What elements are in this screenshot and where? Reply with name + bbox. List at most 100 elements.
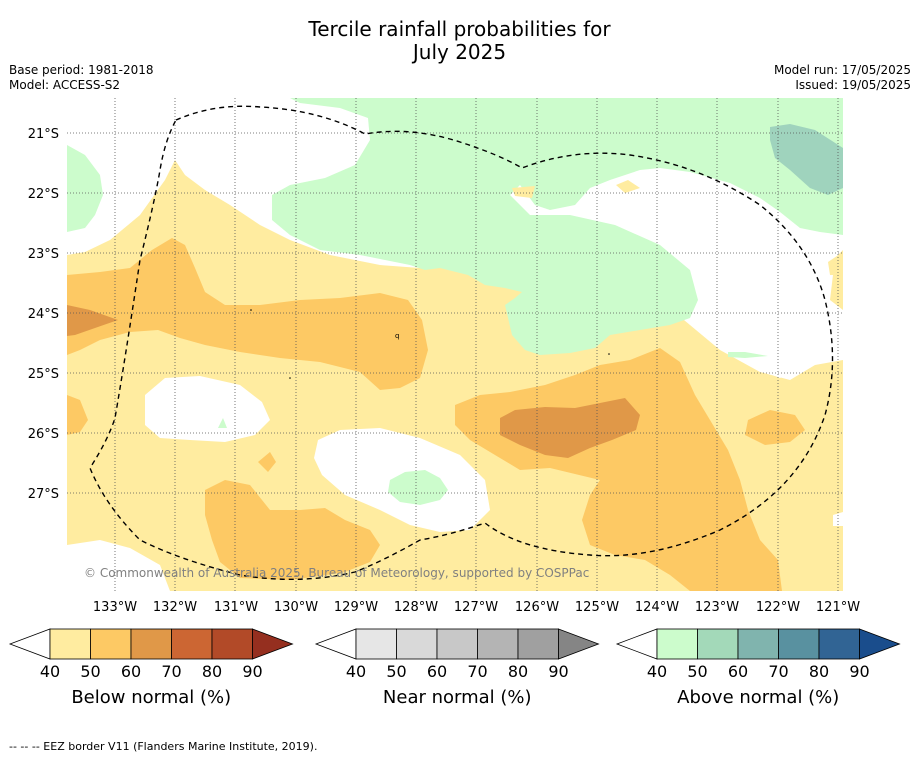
- field-above-40-spot-b: [728, 352, 768, 358]
- colorbar-extend-high: [252, 628, 294, 660]
- map-title: Tercile rainfall probabilities for July …: [0, 18, 919, 64]
- field-below-40-island-c: [828, 252, 843, 275]
- colorbar-segment: [211, 628, 253, 660]
- field-below-40-island-b: [616, 180, 640, 193]
- field-white-west: [145, 376, 270, 442]
- colorbar-tick-label: 70: [768, 662, 788, 681]
- colorbar-tick-label: 70: [467, 662, 487, 681]
- lon-label: 132°W: [153, 600, 197, 615]
- colorbar-segment: [49, 628, 91, 660]
- lon-label: 133°W: [93, 600, 137, 615]
- colorbar-2: 40 50 60 70 80 90 Near normal (%): [314, 628, 600, 708]
- lon-label: 124°W: [635, 600, 679, 615]
- grid-lines: [67, 98, 843, 591]
- lon-labels: 133°W 132°W 131°W 130°W 129°W 128°W 127°…: [93, 600, 860, 615]
- field-above-40-spot-a: [218, 418, 227, 428]
- lon-label: 121°W: [816, 600, 860, 615]
- colorbar-segment: [477, 628, 519, 660]
- colorbar-segment: [355, 628, 397, 660]
- colorbar-tick-label: 50: [386, 662, 406, 681]
- colorbar-tick-label: 40: [647, 662, 667, 681]
- colorbar-segment: [396, 628, 438, 660]
- issued-text: Issued: 19/05/2025: [795, 78, 911, 92]
- colorbar-caption: Below normal (%): [71, 687, 231, 708]
- map-marker-dot: [608, 353, 610, 355]
- colorbar-segment: [737, 628, 779, 660]
- field-below-50-west: [67, 238, 428, 390]
- meta-right: Model run: 17/05/2025 Issued: 19/05/2025: [774, 63, 911, 93]
- map-marker-dot: [250, 309, 252, 311]
- colorbar-tick-label: 80: [508, 662, 528, 681]
- lon-label: 126°W: [515, 600, 559, 615]
- lat-labels: 21°S 22°S 23°S 24°S 25°S 26°S 27°S: [28, 127, 59, 502]
- field-above-40-west: [67, 145, 103, 232]
- colorbar-segment: [818, 628, 860, 660]
- colorbar-tick-label: 90: [849, 662, 869, 681]
- colorbar-3: 40 50 60 70 80 90 Above normal (%): [615, 628, 901, 708]
- colorbar-extend-low: [314, 628, 357, 660]
- lon-label: 128°W: [394, 600, 438, 615]
- colorbar-tick-label: 80: [809, 662, 829, 681]
- colorbar-extend-high: [558, 628, 600, 660]
- lat-label: 22°S: [28, 187, 59, 202]
- copyright-text: © Commonwealth of Australia 2025, Bureau…: [84, 566, 589, 580]
- map-marker-dot: [289, 377, 291, 379]
- footnote-eez: -- -- -- EEZ border V11 (Flanders Marine…: [9, 740, 318, 753]
- model-text: Model: ACCESS-S2: [9, 78, 121, 92]
- colorbar-tick-label: 50: [687, 662, 707, 681]
- lat-label: 26°S: [28, 427, 59, 442]
- colorbar-segment: [171, 628, 213, 660]
- colorbar-tick-label: 50: [80, 662, 100, 681]
- field-above-40-north: [272, 98, 843, 355]
- probability-field: q © Commonwealth of Australia 2025, Bure…: [67, 98, 843, 591]
- lon-label: 127°W: [454, 600, 498, 615]
- lat-label: 23°S: [28, 247, 59, 262]
- colorbar-tick-label: 70: [161, 662, 181, 681]
- lat-label: 27°S: [28, 487, 59, 502]
- colorbar-segment: [90, 628, 132, 660]
- field-white-southwest: [67, 540, 170, 591]
- field-above-40-centre: [388, 470, 448, 505]
- meta-left: Base period: 1981-2018 Model: ACCESS-S2: [9, 63, 154, 93]
- lon-label: 130°W: [274, 600, 318, 615]
- lat-label: 25°S: [28, 367, 59, 382]
- lat-label: 24°S: [28, 307, 59, 322]
- colorbar-caption: Near normal (%): [383, 687, 532, 708]
- field-below-50-southwest-edge: [67, 395, 88, 435]
- colorbar-tick-label: 80: [202, 662, 222, 681]
- field-below-50-spot: [258, 452, 276, 472]
- base-period-text: Base period: 1981-2018: [9, 63, 154, 77]
- colorbar-segment: [697, 628, 739, 660]
- colorbar-segment: [656, 628, 698, 660]
- colorbar-tick-label: 90: [548, 662, 568, 681]
- lon-label: 122°W: [756, 600, 800, 615]
- colorbar-segment: [436, 628, 478, 660]
- eez-border: [89, 105, 834, 581]
- lat-label: 21°S: [28, 127, 59, 142]
- field-below-40-island-a: [512, 186, 535, 198]
- map-marker-q: q: [395, 332, 399, 340]
- title-line-2: July 2025: [412, 40, 507, 64]
- colorbar-extend-low: [615, 628, 658, 660]
- model-run-text: Model run: 17/05/2025: [773, 63, 911, 77]
- colorbar-tick-label: 60: [427, 662, 447, 681]
- field-below-60-southeast: [500, 398, 640, 458]
- colorbar-extend-high: [859, 628, 901, 660]
- colorbar-tick-label: 40: [346, 662, 366, 681]
- colorbar-tick-label: 60: [728, 662, 748, 681]
- field-white-cape: [690, 195, 812, 378]
- colorbar-segment: [130, 628, 172, 660]
- colorbar-tick-label: 90: [242, 662, 262, 681]
- lon-label: 123°W: [695, 600, 739, 615]
- colorbar-segment: [778, 628, 820, 660]
- colorbar-tick-label: 40: [40, 662, 60, 681]
- colorbar-extend-low: [8, 628, 51, 660]
- colorbar-tick-label: 60: [121, 662, 141, 681]
- colorbar-1: 40 50 60 70 80 90 Below normal (%): [8, 628, 294, 708]
- lon-label: 131°W: [214, 600, 258, 615]
- field-above-60-northeast: [770, 124, 843, 195]
- colorbar-caption: Above normal (%): [677, 687, 839, 708]
- colorbar-segment: [517, 628, 559, 660]
- field-below-50-east-spot: [745, 410, 805, 445]
